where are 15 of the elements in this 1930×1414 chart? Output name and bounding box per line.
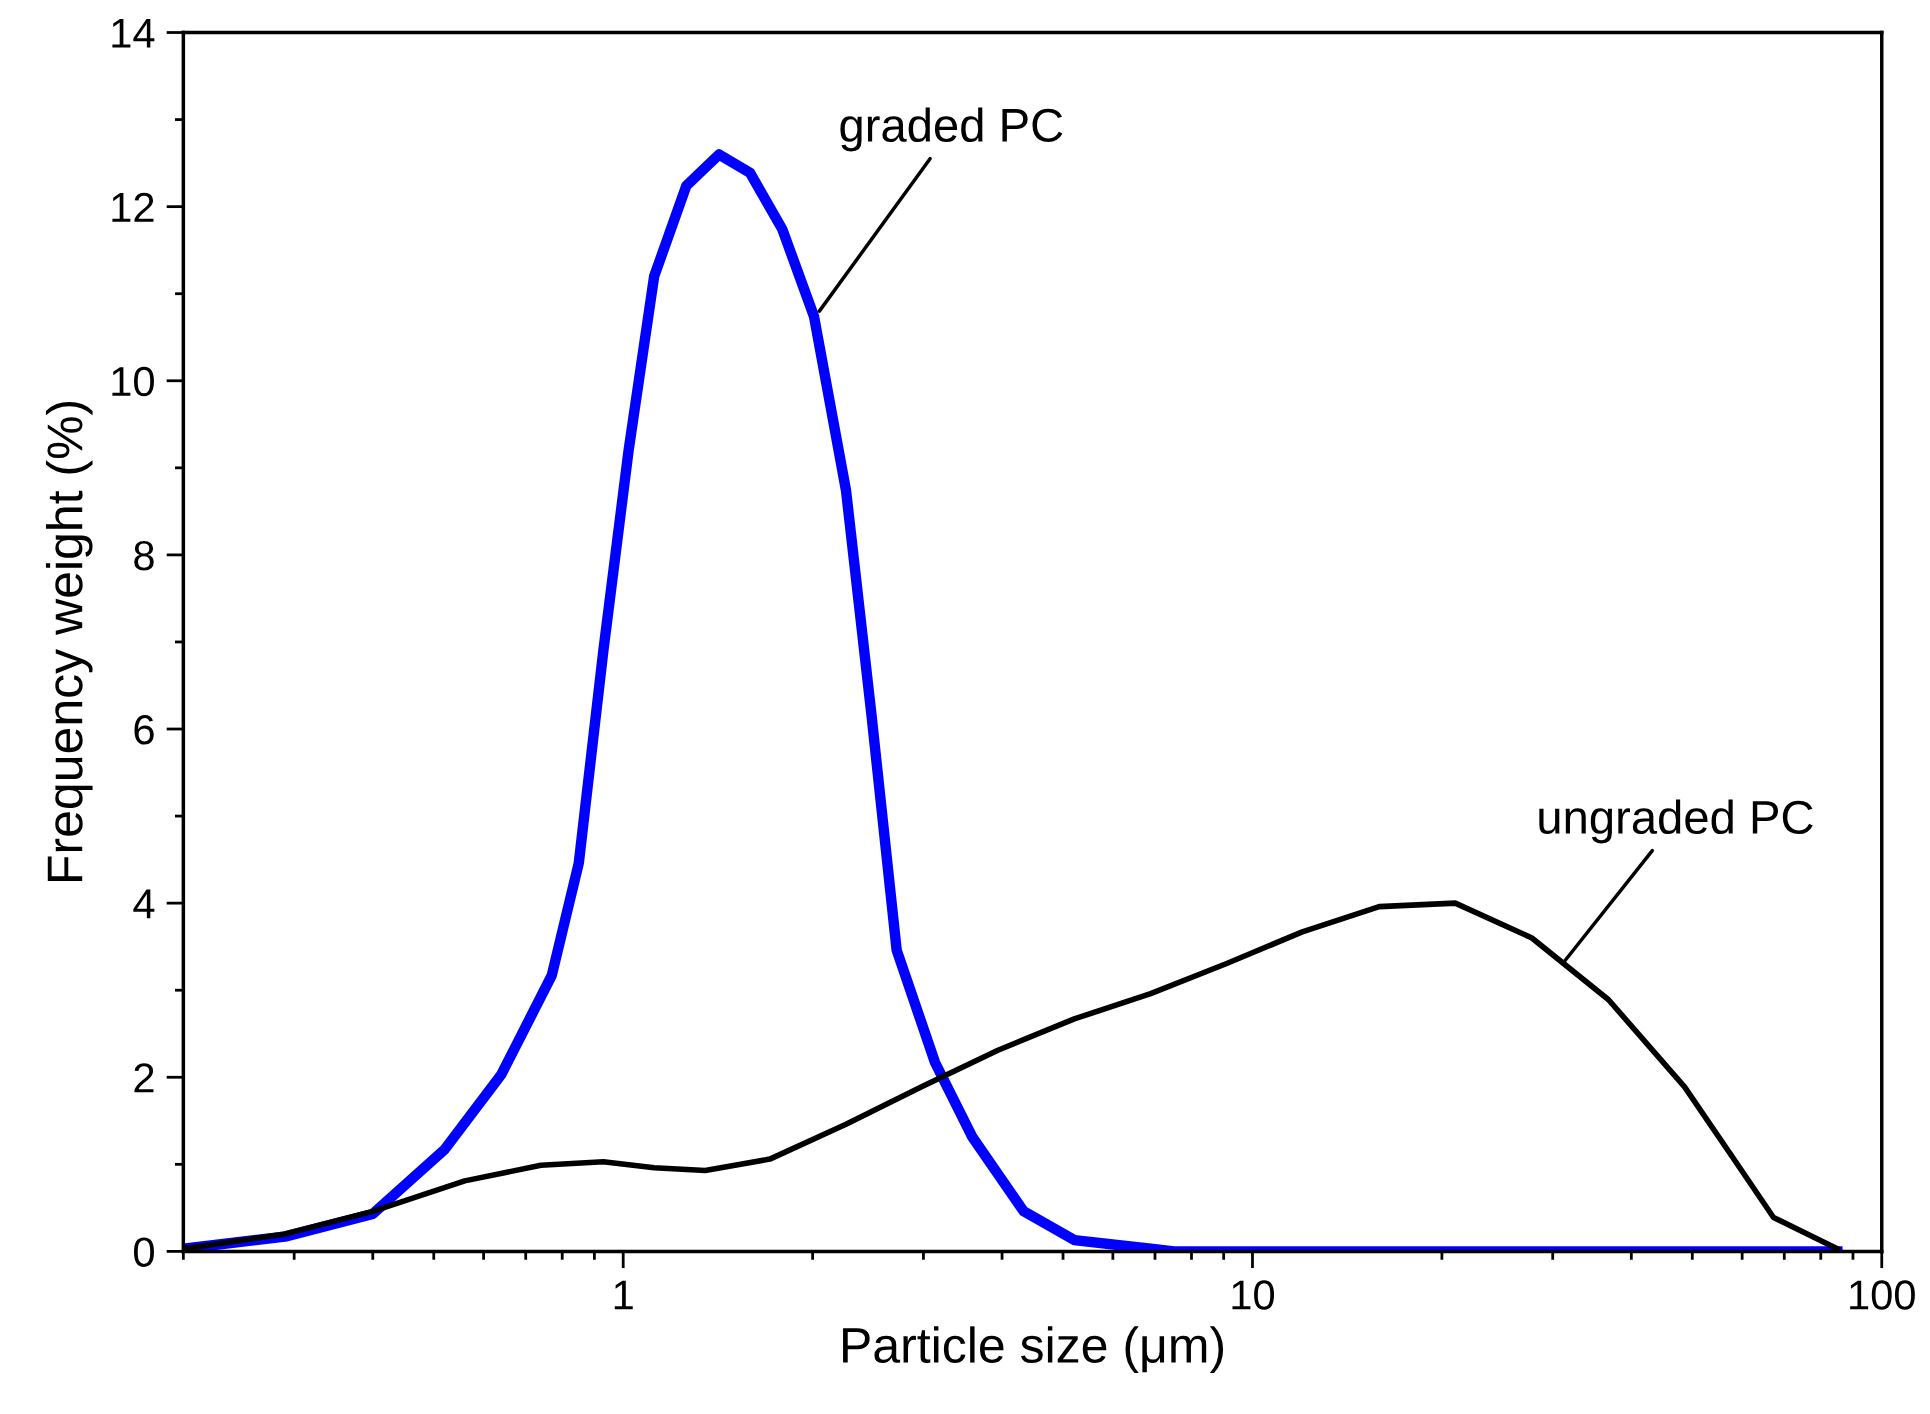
y-tick-label: 12: [112, 192, 154, 222]
y-tick-label: 8: [134, 540, 154, 571]
y-tick-label: 4: [133, 889, 155, 919]
annotation: graded PC: [840, 107, 1063, 152]
y-tick-label: 0: [134, 1237, 154, 1267]
y-axis-title: Frequency weight (%): [45, 401, 93, 881]
y-tick-label: 10: [112, 366, 154, 397]
y-tick-label: 2: [134, 1063, 154, 1093]
x-tick-label: 1: [614, 1280, 633, 1310]
x-tick-label: 10: [1232, 1280, 1275, 1310]
x-tick-label: 100: [1850, 1280, 1915, 1310]
y-tick-label: 14: [112, 18, 155, 48]
annotation: ungraded PC: [1539, 799, 1813, 844]
x-axis-title: Particle size (μm): [843, 1326, 1224, 1373]
y-tick-label: 6: [134, 715, 154, 745]
